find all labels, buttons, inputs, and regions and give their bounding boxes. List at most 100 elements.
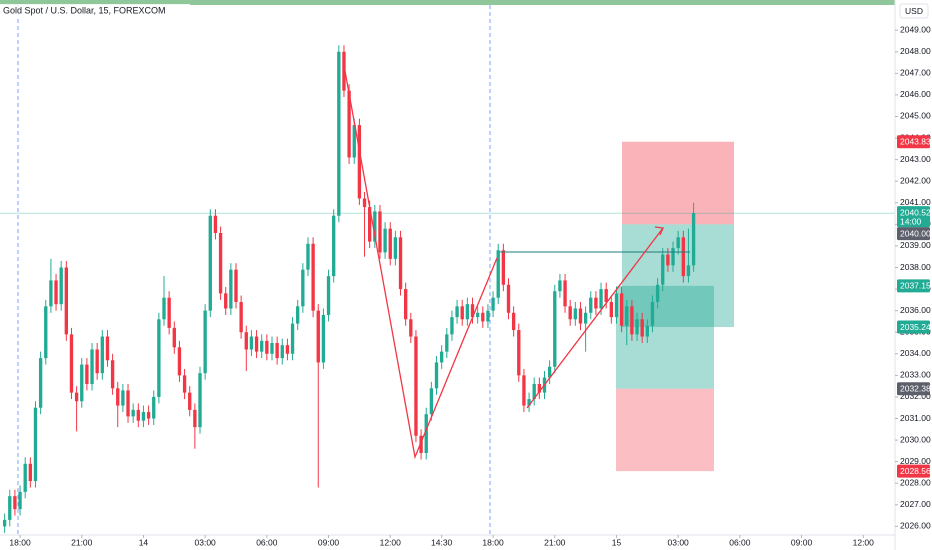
candle-body — [532, 383, 536, 400]
candle-body — [218, 232, 223, 294]
candle-body — [332, 215, 336, 277]
candle-body — [321, 314, 326, 363]
y-tick-label: 2042.00 — [900, 175, 931, 185]
candle-body — [2, 519, 7, 527]
x-tick-label: 12:00 — [853, 537, 875, 547]
stop-zone — [616, 388, 714, 472]
candle-body — [614, 293, 619, 318]
x-tick-label: 06:00 — [256, 537, 278, 547]
y-tick-label: 2036.00 — [900, 305, 931, 315]
candle-body — [589, 297, 593, 313]
candle-body — [465, 304, 470, 320]
candle-body — [393, 237, 398, 259]
candle-body — [661, 254, 665, 285]
candle-body — [655, 284, 660, 303]
candle-body — [265, 340, 269, 354]
candle-body — [141, 412, 146, 421]
last-price-label: 2040.52 — [900, 207, 931, 217]
candle-body — [136, 409, 140, 421]
candle-body — [203, 310, 207, 374]
candle-body — [506, 284, 511, 313]
candle-body — [630, 306, 634, 335]
y-tick-label: 2048.00 — [900, 46, 931, 56]
price-badge-label: 2037.15 — [900, 281, 931, 291]
candle-body — [383, 228, 387, 253]
candle-body — [198, 373, 202, 428]
candle-body — [511, 312, 516, 331]
candle-body — [434, 362, 439, 389]
candle-body — [208, 215, 212, 311]
y-tick-label: 2032.00 — [900, 391, 931, 401]
title-backdrop — [0, 4, 190, 18]
candle-body — [666, 254, 670, 266]
zigzag-drawing — [342, 59, 498, 460]
candle-body — [599, 289, 603, 309]
candle-body — [352, 125, 356, 158]
target-zone — [616, 285, 714, 389]
price-badge-label: 2032.38 — [900, 383, 931, 393]
candle-body — [90, 349, 94, 384]
candle-body — [619, 293, 624, 326]
y-tick-label: 2049.00 — [900, 24, 931, 34]
candle-body — [362, 198, 367, 208]
x-tick-label: 18:00 — [9, 537, 31, 547]
x-tick-label: 09:00 — [791, 537, 813, 547]
candle-body — [167, 297, 171, 328]
candle-body — [419, 435, 423, 454]
candle-body — [424, 414, 428, 454]
candle-body — [182, 375, 187, 393]
candle-body — [357, 125, 362, 199]
candle-body — [640, 319, 644, 337]
candle-body — [414, 336, 418, 436]
y-tick-label: 2039.00 — [900, 240, 931, 250]
candle-body — [439, 351, 444, 363]
currency-label[interactable]: USD — [905, 6, 923, 16]
candle-body — [38, 358, 43, 408]
arrow-drawing — [526, 227, 664, 409]
candle-body — [110, 360, 115, 389]
candle-body — [501, 250, 506, 285]
candle-body — [290, 323, 295, 354]
candle-body — [105, 336, 110, 361]
candle-body — [234, 269, 238, 303]
currency-box[interactable] — [899, 3, 929, 19]
candle-body — [337, 51, 341, 216]
candle-body — [23, 463, 27, 492]
candle-body — [527, 399, 531, 406]
candle-body — [368, 207, 372, 242]
candle-body — [491, 297, 495, 311]
candle-body — [486, 310, 490, 322]
candle-body — [213, 215, 218, 233]
candle-body — [403, 289, 408, 320]
y-tick-label: 2029.00 — [900, 456, 931, 466]
candle-body — [429, 388, 434, 415]
candle-body — [342, 51, 346, 91]
x-tick-label: 14 — [139, 537, 149, 547]
candle-body — [650, 302, 655, 326]
candle-body — [558, 280, 562, 292]
x-tick-label: 18:00 — [482, 537, 504, 547]
price-badge — [897, 135, 930, 149]
candle-body — [177, 347, 182, 376]
last-price-badge — [897, 206, 930, 228]
candle-body — [445, 334, 449, 352]
y-tick-label: 2046.00 — [900, 89, 931, 99]
candle-body — [249, 336, 254, 350]
candle-body — [188, 392, 192, 410]
y-tick-label: 2047.00 — [900, 68, 931, 78]
price-badge — [897, 382, 930, 396]
candle-body — [270, 343, 274, 354]
candles — [0, 45, 895, 533]
candle-body — [583, 312, 588, 324]
price-badges: 2043.83 2040.00 2037.15 2035.24 2032.38 2028.… — [897, 135, 931, 478]
candle-body — [131, 409, 135, 417]
candle-body — [378, 211, 382, 253]
candle-body — [316, 310, 320, 363]
candle-body — [568, 306, 572, 320]
y-tick-label: 2045.00 — [900, 111, 931, 121]
candle-body — [496, 250, 500, 298]
y-tick-label: 2026.00 — [900, 521, 931, 531]
candle-body — [522, 375, 526, 406]
price-badge — [897, 227, 930, 241]
